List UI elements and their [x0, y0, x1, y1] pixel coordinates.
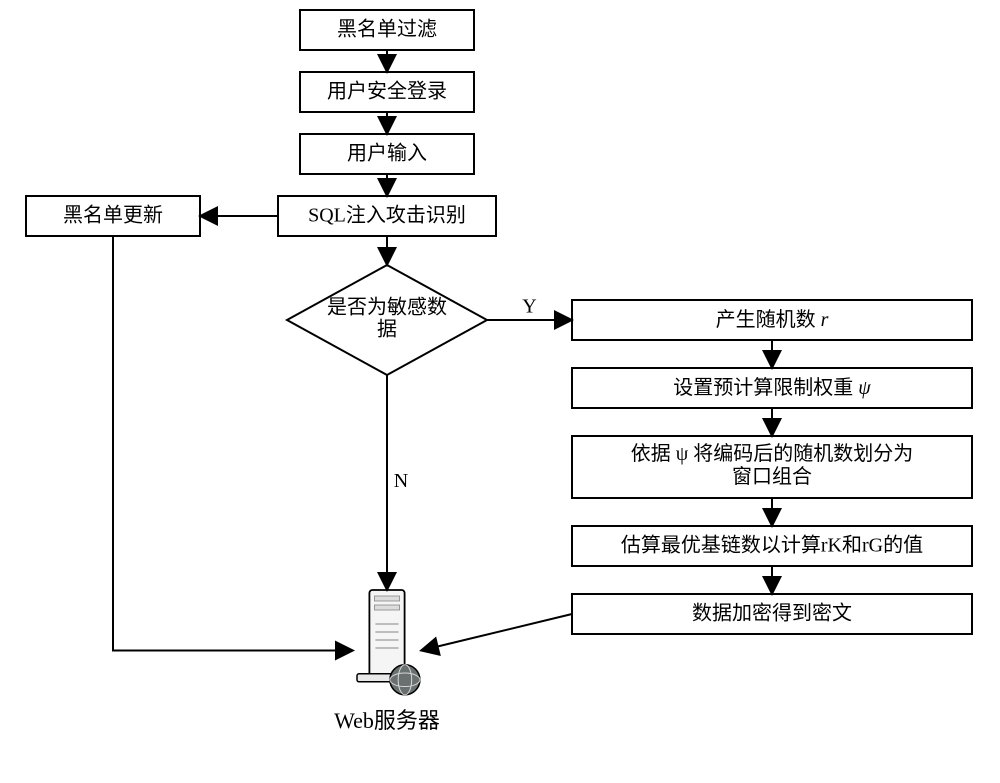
- node-r3-label-1: 窗口组合: [732, 465, 812, 488]
- edge: [421, 614, 572, 651]
- decision-dec-label-0: 是否为敏感数: [327, 296, 447, 319]
- edge-label: Y: [522, 296, 536, 318]
- edge-label: N: [394, 470, 408, 492]
- node-r4-label: 估算最优基链数以计算rK和rG的值: [621, 534, 923, 557]
- node-bl-label: 黑名单更新: [63, 204, 163, 227]
- node-n4-label: SQL注入攻击识别: [308, 204, 466, 227]
- server-caption: Web服务器: [334, 708, 440, 733]
- node-n1-label: 黑名单过滤: [337, 18, 437, 41]
- decision-dec-label-1: 据: [377, 318, 397, 341]
- node-r1-label: 产生随机数 r: [716, 308, 829, 331]
- node-r3-label-0: 依据 ψ 将编码后的随机数划分为: [631, 442, 914, 465]
- edge: [113, 236, 353, 651]
- node-n2-label: 用户安全登录: [327, 80, 447, 103]
- node-r2-label: 设置预计算限制权重 ψ: [673, 376, 871, 399]
- server-icon: [357, 590, 420, 695]
- node-r5-label: 数据加密得到密文: [692, 602, 852, 625]
- node-n3-label: 用户输入: [347, 142, 427, 165]
